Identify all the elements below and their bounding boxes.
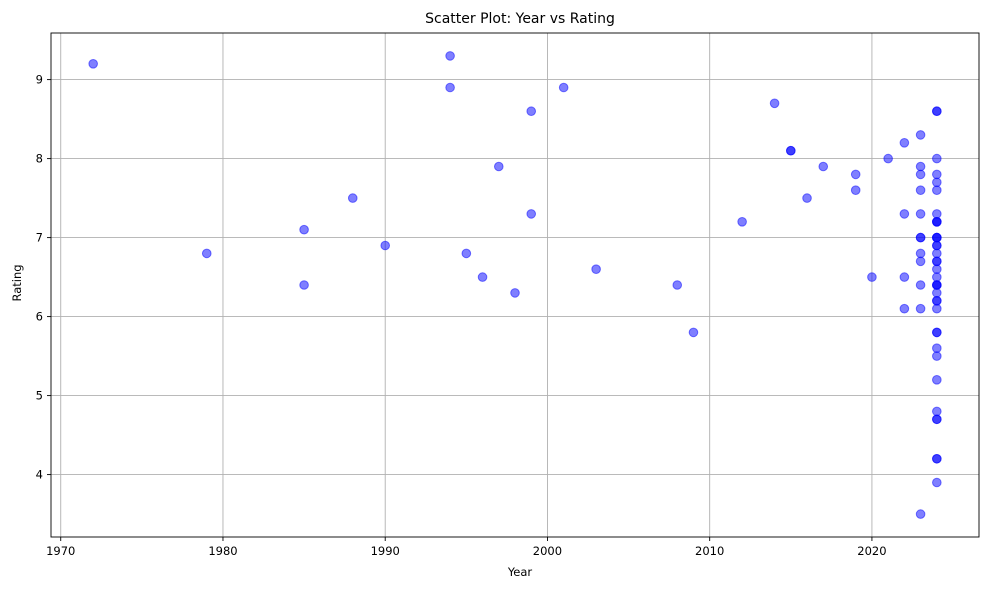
x-tick-label: 1980 [208, 544, 237, 558]
data-point [786, 145, 796, 156]
data-point [88, 59, 98, 69]
data-point [932, 280, 942, 290]
data-point [526, 106, 537, 117]
data-point [932, 232, 942, 243]
data-point [932, 375, 942, 385]
x-tick-label: 2000 [533, 544, 562, 558]
data-point [915, 256, 926, 267]
data-point [299, 280, 309, 290]
data-point [867, 272, 877, 282]
data-points [88, 51, 942, 519]
data-point [510, 288, 520, 298]
data-point [445, 51, 455, 61]
data-point [915, 130, 926, 140]
data-point [932, 406, 942, 417]
y-tick-label: 9 [36, 73, 43, 87]
data-point [347, 193, 358, 203]
data-point [850, 185, 861, 195]
y-axis-ticks: 4 5 6 7 8 9 [36, 73, 51, 482]
x-tick-label: 2010 [695, 544, 724, 558]
data-point [201, 248, 212, 259]
y-tick-label: 4 [36, 468, 43, 482]
data-point [932, 414, 942, 425]
data-point [932, 296, 942, 306]
plot-frame [50, 32, 980, 538]
x-axis-label: Year [507, 565, 533, 579]
data-point [932, 343, 942, 354]
data-point [915, 185, 926, 195]
data-point [380, 240, 391, 251]
data-point [883, 153, 893, 164]
data-point [672, 280, 683, 290]
data-point [915, 161, 926, 172]
data-point [932, 351, 942, 361]
data-point [932, 209, 942, 219]
data-point [932, 477, 942, 488]
data-point [526, 209, 537, 219]
data-point [899, 209, 910, 219]
y-tick-label: 6 [36, 310, 43, 324]
data-point [850, 169, 861, 180]
data-point [591, 264, 601, 275]
data-point [899, 138, 910, 148]
data-point [769, 98, 780, 109]
data-point [915, 209, 926, 219]
data-point [932, 153, 942, 164]
data-point [932, 264, 942, 275]
x-tick-label: 2020 [857, 544, 886, 558]
data-point [932, 185, 942, 195]
data-point [932, 217, 942, 227]
data-point [932, 169, 942, 180]
data-point [558, 82, 569, 93]
x-tick-label: 1990 [371, 544, 400, 558]
data-point [932, 327, 942, 338]
data-point [688, 327, 699, 338]
data-point [899, 303, 910, 314]
data-point [737, 217, 747, 227]
data-point [299, 224, 309, 235]
data-point [932, 106, 942, 117]
data-point [493, 161, 504, 172]
grid-lines [51, 33, 979, 537]
data-point [932, 240, 942, 251]
data-point [932, 272, 942, 282]
data-point [477, 272, 488, 282]
y-tick-label: 8 [36, 152, 43, 166]
data-point [915, 232, 926, 243]
x-tick-label: 1970 [46, 544, 75, 558]
data-point [915, 280, 926, 290]
data-point [445, 82, 455, 93]
data-point [932, 248, 942, 259]
data-point [915, 509, 926, 519]
y-tick-label: 5 [36, 389, 43, 403]
data-point [932, 177, 942, 188]
data-point [932, 256, 942, 267]
data-point [915, 303, 926, 314]
y-tick-label: 7 [36, 231, 43, 245]
data-point [915, 248, 926, 259]
data-point [932, 453, 942, 464]
data-point [899, 272, 910, 282]
data-point [461, 248, 472, 259]
x-axis-ticks: 1970 1980 1990 2000 2010 2020 [46, 537, 887, 558]
chart-title: Scatter Plot: Year vs Rating [425, 11, 615, 27]
data-point [915, 169, 926, 180]
data-point [802, 193, 812, 203]
data-point [932, 288, 942, 298]
data-point [932, 303, 942, 314]
data-point [818, 161, 829, 172]
y-axis-label: Rating [10, 264, 24, 301]
